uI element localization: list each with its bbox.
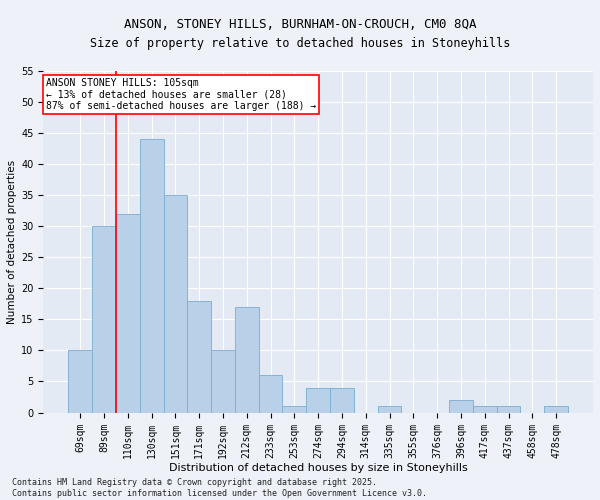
- Bar: [449, 400, 473, 412]
- Bar: [473, 406, 497, 412]
- Text: Contains HM Land Registry data © Crown copyright and database right 2025.
Contai: Contains HM Land Registry data © Crown c…: [12, 478, 427, 498]
- Y-axis label: Number of detached properties: Number of detached properties: [7, 160, 17, 324]
- Text: ANSON STONEY HILLS: 105sqm
← 13% of detached houses are smaller (28)
87% of semi: ANSON STONEY HILLS: 105sqm ← 13% of deta…: [46, 78, 316, 111]
- Bar: [377, 406, 401, 412]
- Bar: [211, 350, 235, 412]
- Text: ANSON, STONEY HILLS, BURNHAM-ON-CROUCH, CM0 8QA: ANSON, STONEY HILLS, BURNHAM-ON-CROUCH, …: [124, 18, 476, 30]
- Bar: [306, 388, 330, 412]
- Bar: [283, 406, 306, 412]
- Bar: [235, 307, 259, 412]
- Bar: [68, 350, 92, 412]
- Text: Size of property relative to detached houses in Stoneyhills: Size of property relative to detached ho…: [90, 38, 510, 51]
- Bar: [187, 300, 211, 412]
- Bar: [544, 406, 568, 412]
- Bar: [497, 406, 520, 412]
- Bar: [330, 388, 354, 412]
- Bar: [259, 376, 283, 412]
- Bar: [140, 140, 164, 412]
- Bar: [116, 214, 140, 412]
- Bar: [164, 195, 187, 412]
- Bar: [92, 226, 116, 412]
- X-axis label: Distribution of detached houses by size in Stoneyhills: Distribution of detached houses by size …: [169, 463, 467, 473]
